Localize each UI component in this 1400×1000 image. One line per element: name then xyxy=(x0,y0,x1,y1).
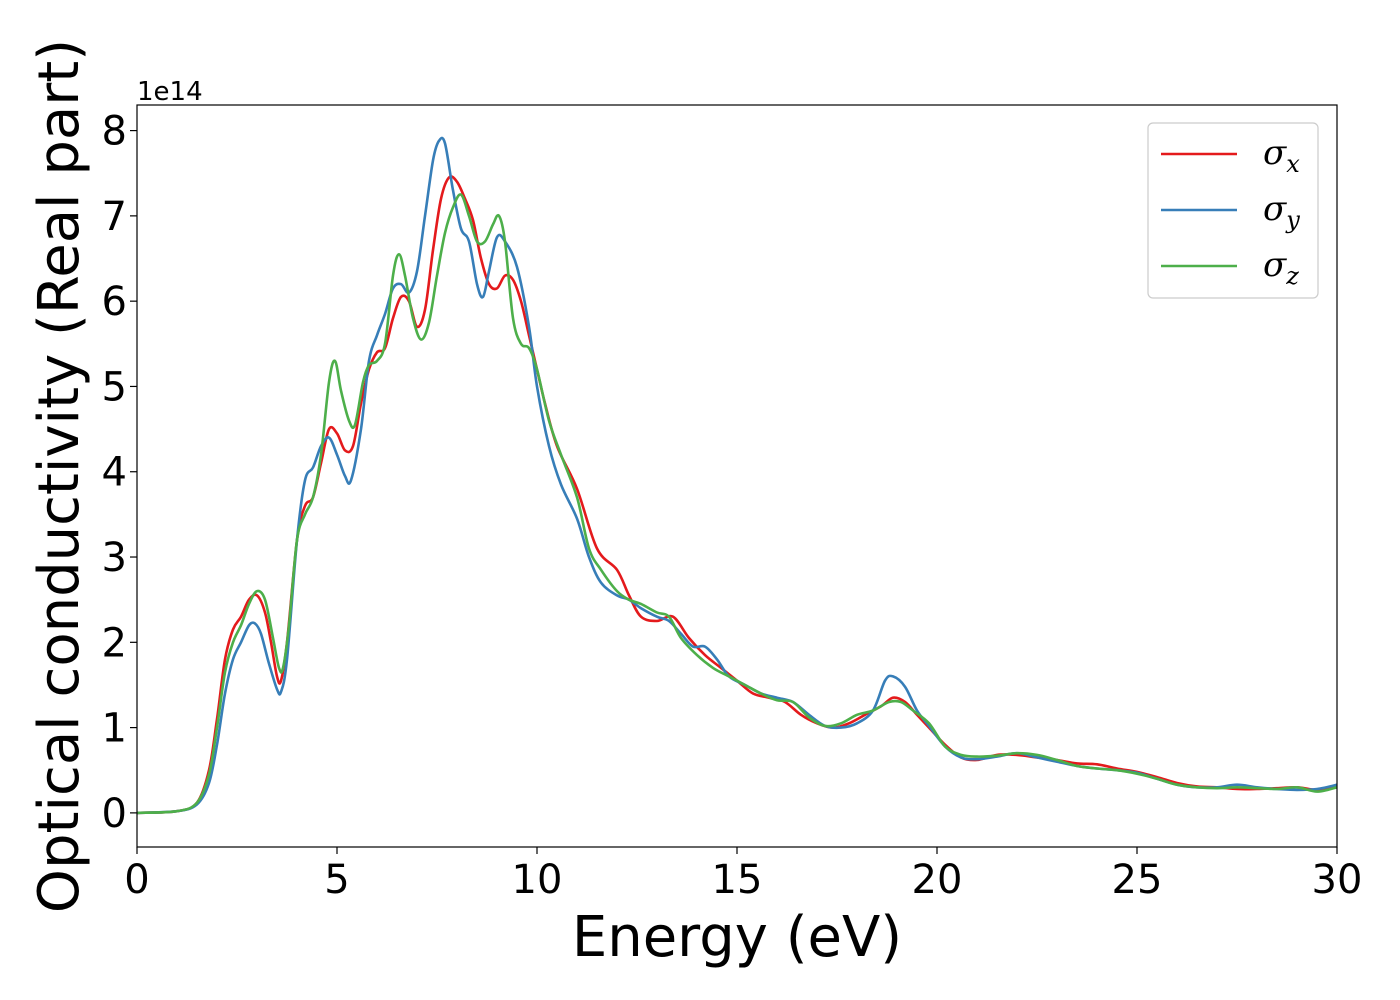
legend-label-y: σy xyxy=(1263,189,1300,234)
y-tick-label: 2 xyxy=(102,620,127,666)
legend-label-x: σx xyxy=(1263,133,1300,178)
y-tick-label: 0 xyxy=(102,791,127,837)
x-axis-ticks: 0 5 10 15 20 25 30 xyxy=(124,847,1362,903)
y-tick-label: 8 xyxy=(102,109,127,155)
series-line-z xyxy=(136,193,1338,815)
y-tick-label: 4 xyxy=(102,450,127,496)
x-tick-label: 0 xyxy=(124,857,149,903)
legend: σx σy σz xyxy=(1147,122,1319,299)
y-tick-label: 6 xyxy=(102,279,127,325)
x-axis-title: Energy (eV) xyxy=(572,905,902,970)
plot-area xyxy=(137,105,1337,847)
y-offset-label: 1e14 xyxy=(137,77,203,107)
x-tick-label: 10 xyxy=(512,857,563,903)
x-tick-label: 20 xyxy=(912,857,963,903)
x-tick-label: 5 xyxy=(324,857,349,903)
y-axis-ticks: 0 1 2 3 4 5 6 7 8 xyxy=(102,109,137,837)
y-tick-label: 5 xyxy=(102,364,127,410)
x-tick-label: 15 xyxy=(712,857,763,903)
x-tick-label: 30 xyxy=(1312,857,1363,903)
legend-label-z: σz xyxy=(1263,245,1299,290)
y-tick-label: 3 xyxy=(102,535,127,581)
series-layer xyxy=(136,136,1338,815)
y-tick-label: 7 xyxy=(102,194,127,240)
y-axis-title: Optical conductivity (Real part) xyxy=(27,39,92,913)
y-tick-label: 1 xyxy=(102,706,127,752)
x-tick-label: 25 xyxy=(1112,857,1163,903)
